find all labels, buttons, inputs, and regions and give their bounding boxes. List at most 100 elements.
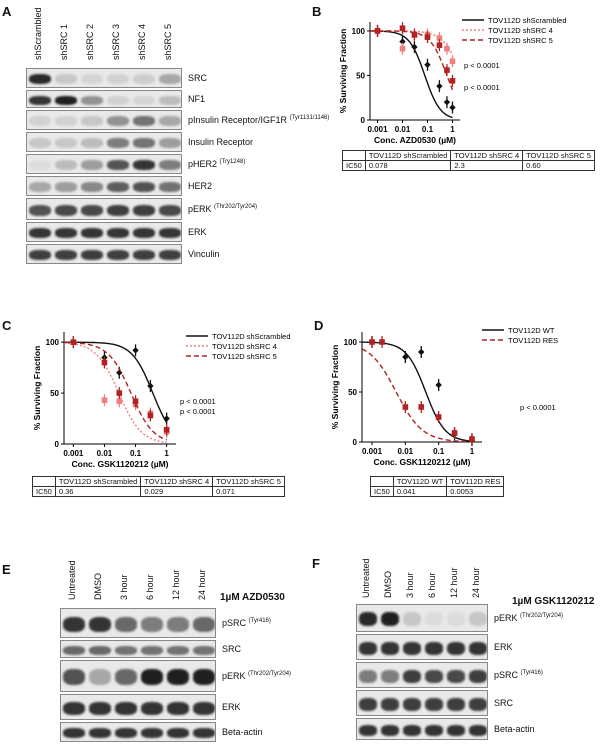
panel-e-blot-strip bbox=[60, 722, 216, 742]
panel-a-blot-strip bbox=[26, 176, 182, 196]
legend-entry: TOV112D shSRC 4 bbox=[212, 342, 277, 351]
p-value-label: p < 0.0001 bbox=[180, 407, 216, 416]
panel-e-band bbox=[115, 701, 137, 715]
table-cell: 0.041 bbox=[392, 486, 448, 497]
panel-c-dose-response-svg: 0.001 0.01 0.1 1 0 50 100 Conc. GSK1120212 (µM)… bbox=[32, 332, 291, 469]
panel-a-band bbox=[81, 138, 103, 148]
table-header: TOV112D shSRC 4 bbox=[450, 150, 524, 161]
panel-e-blot-strip bbox=[60, 660, 216, 692]
panel-e-band bbox=[193, 645, 215, 655]
table-cell: 0.60 bbox=[522, 160, 595, 171]
legend-entry: TOV112D RES bbox=[508, 336, 558, 345]
panel-f-band bbox=[425, 669, 443, 683]
table-corner bbox=[342, 150, 366, 161]
panel-c-ic50-table: TOV112D shScrambled TOV112D shSRC 4 TOV1… bbox=[32, 476, 285, 497]
panel-a-band bbox=[55, 250, 77, 260]
x-tick-label: 0.1 bbox=[422, 125, 434, 134]
panel-f-band bbox=[359, 724, 377, 736]
table-header: TOV112D shSRC 5 bbox=[522, 150, 595, 161]
panel-f-band bbox=[447, 724, 465, 736]
panel-d-ic50-table: TOV112D WT TOV112D RES IC50 0.041 0.0053 bbox=[370, 476, 505, 497]
panel-f-band bbox=[469, 641, 487, 655]
y-axis-label: % Surviving Fraction bbox=[330, 345, 340, 430]
series-fit-curve bbox=[370, 30, 454, 91]
x-axis-label: Conc. AZD0530 (µM) bbox=[374, 135, 456, 145]
x-tick-label: 0.01 bbox=[398, 447, 414, 456]
panel-a-protein-label: Insulin Receptor bbox=[188, 137, 253, 147]
panel-d-chart: 0.001 0.01 0.1 1 0 50 100 Conc. GSK1120212 (µM)… bbox=[312, 322, 600, 475]
panel-a-blot-strip bbox=[26, 154, 182, 174]
y-axis-label: % Surviving Fraction bbox=[338, 29, 348, 114]
panel-a-protein-site: (Thr202/Tyr204) bbox=[214, 204, 258, 210]
x-tick-label: 0.001 bbox=[362, 447, 383, 456]
series-fit-curve bbox=[361, 341, 473, 442]
data-point bbox=[435, 414, 442, 420]
panel-f-blot-strip bbox=[356, 634, 488, 660]
panel-e-band bbox=[167, 669, 189, 685]
x-axis-label: Conc. GSK1120212 (µM) bbox=[373, 457, 470, 467]
y-tick-label: 0 bbox=[353, 438, 358, 447]
panel-f-protein-site: (Thr202/Tyr204) bbox=[520, 613, 564, 619]
panel-f-band bbox=[469, 697, 487, 711]
panel-a-protein-name: ERK bbox=[188, 227, 207, 237]
panel-f-protein-label: pSRC (Tyr416) bbox=[494, 670, 543, 680]
data-point bbox=[451, 430, 458, 436]
panel-a-band bbox=[29, 204, 51, 216]
panel-a-band bbox=[81, 116, 103, 126]
panel-e-band bbox=[167, 616, 189, 632]
legend-entry: TOV112D shScrambled bbox=[488, 16, 567, 25]
panel-a-blot-strip bbox=[26, 90, 182, 108]
panel-a-band bbox=[159, 160, 181, 170]
panel-a-band bbox=[107, 182, 129, 192]
panel-f-protein-label: SRC bbox=[494, 698, 513, 708]
data-point bbox=[444, 45, 450, 52]
data-point bbox=[163, 415, 170, 422]
panel-a-band bbox=[159, 182, 181, 192]
panel-e-lane-label: 6 hour bbox=[145, 574, 155, 600]
data-point bbox=[449, 104, 456, 111]
panel-e-band bbox=[115, 669, 137, 685]
panel-letter-a: A bbox=[2, 4, 12, 19]
panel-letter-d: D bbox=[314, 318, 324, 333]
panel-f-protein-name: pSRC bbox=[494, 670, 519, 680]
panel-f-band bbox=[469, 612, 487, 626]
panel-a-protein-name: NF1 bbox=[188, 94, 206, 104]
panel-f-protein-name: pERK bbox=[494, 613, 518, 623]
panel-a-band bbox=[133, 116, 155, 126]
panel-a-protein-label: NF1 bbox=[188, 94, 205, 104]
data-point bbox=[411, 31, 418, 38]
panel-e-lane-label: 12 hour bbox=[171, 569, 181, 600]
panel-a-band bbox=[81, 74, 103, 84]
data-point bbox=[132, 398, 139, 405]
panel-f-band bbox=[447, 612, 465, 626]
panel-f-band bbox=[359, 669, 377, 683]
y-tick-label: 100 bbox=[352, 27, 366, 36]
x-tick-label: 1 bbox=[450, 125, 455, 134]
panel-e-band bbox=[167, 645, 189, 655]
data-point bbox=[147, 382, 154, 390]
panel-a-band bbox=[133, 250, 155, 260]
panel-f-band bbox=[447, 669, 465, 683]
panel-e-protein-name: pSRC bbox=[222, 618, 247, 628]
legend-entry: TOV112D shSRC 4 bbox=[488, 26, 553, 35]
panel-f-band bbox=[381, 697, 399, 711]
panel-e-band bbox=[63, 669, 85, 685]
panel-a-band bbox=[107, 250, 129, 260]
panel-e-lane-label: 24 hour bbox=[197, 569, 207, 600]
panel-a-band bbox=[107, 160, 129, 170]
data-point bbox=[101, 397, 108, 404]
data-point bbox=[70, 339, 77, 345]
y-tick-label: 100 bbox=[46, 338, 60, 347]
panel-a-band bbox=[81, 95, 103, 105]
panel-f-lane-label: 6 hour bbox=[427, 572, 437, 598]
table-cell: 0.029 bbox=[140, 486, 214, 497]
y-tick-label: 100 bbox=[344, 338, 358, 347]
table-row-label: IC50 bbox=[342, 160, 366, 171]
panel-a-lane-label: shSRC 2 bbox=[85, 23, 95, 60]
panel-e-band bbox=[63, 645, 85, 655]
panel-a-protein-label: HER2 bbox=[188, 181, 212, 191]
panel-e-protein-name: Beta-actin bbox=[222, 727, 263, 737]
p-value-label: p < 0.0001 bbox=[520, 403, 556, 412]
panel-a-band bbox=[29, 228, 51, 238]
data-point bbox=[402, 404, 409, 410]
